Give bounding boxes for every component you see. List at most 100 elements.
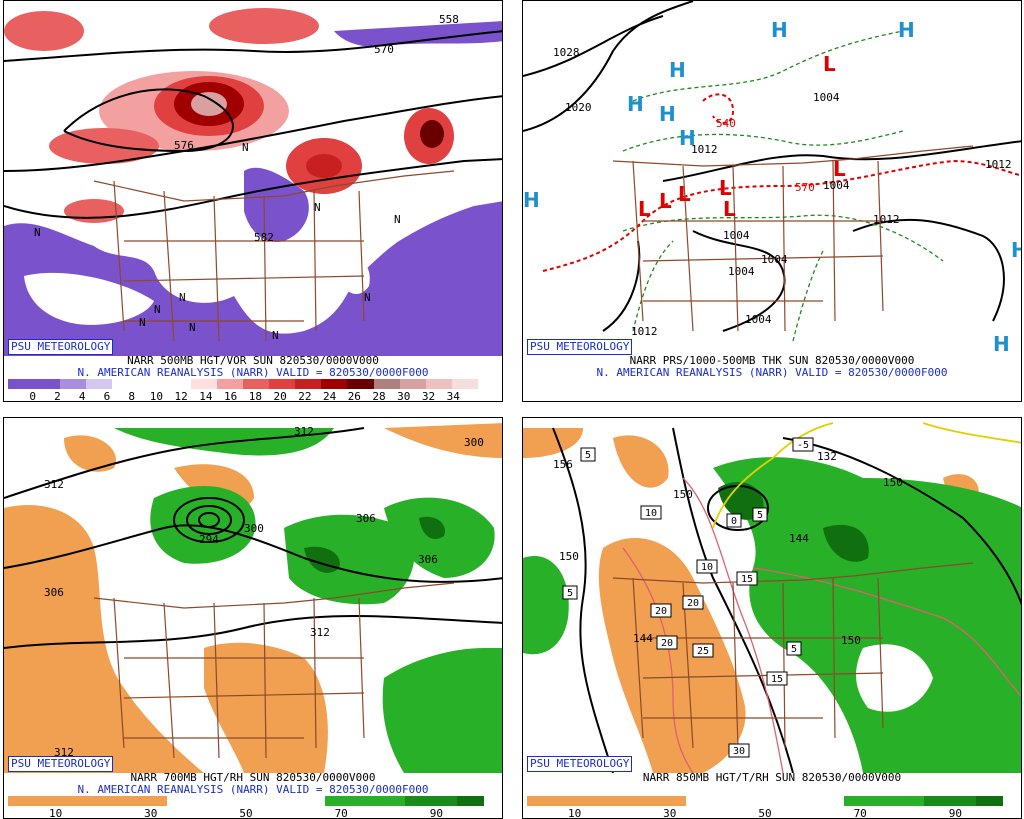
temp-label-box [580, 447, 596, 462]
scale-swatch [60, 379, 87, 389]
contour-label: 306 [44, 586, 64, 599]
thickness-contour [622, 130, 904, 152]
temp-label: 20 [687, 598, 699, 609]
credit-label: PSU METEOROLOGY [8, 339, 114, 355]
high-pressure-symbol: H [993, 332, 1010, 356]
scale-swatch [138, 379, 165, 389]
scale-swatch [164, 379, 191, 389]
scale-swatch [166, 796, 194, 806]
panel-valid-caption: N. AMERICAN REANALYSIS (NARR) VALID = 82… [596, 366, 948, 379]
thickness-label: 570 [795, 181, 815, 194]
scale-swatch [817, 796, 845, 806]
temp-label: 25 [697, 646, 709, 657]
moist-area [718, 482, 764, 520]
scale-swatch [242, 379, 270, 389]
height-contour [4, 427, 365, 499]
vor-neg-area [334, 257, 370, 294]
contour-label: 306 [418, 553, 438, 566]
border-line [642, 637, 884, 719]
height-contour [4, 30, 502, 62]
isobar [852, 218, 1005, 322]
vor-n-label: N [189, 321, 196, 334]
contour-label: 132 [817, 450, 837, 463]
temp-label-box [656, 635, 678, 650]
scale-label: 24 [322, 390, 337, 402]
scale-swatch [378, 796, 405, 806]
scale-swatch [8, 796, 35, 806]
border-line [93, 582, 455, 609]
isobar-label: 1004 [823, 179, 850, 192]
scale-label: 10 [48, 807, 63, 819]
scale-swatch [8, 379, 35, 389]
dry-area [204, 642, 328, 773]
scale-swatch [976, 796, 1003, 806]
contour-label: 156 [553, 458, 573, 471]
scale-swatch [923, 796, 950, 806]
low-pressure-symbol: L [823, 52, 836, 76]
isotherm [752, 567, 1021, 697]
height-contour [198, 512, 220, 528]
credit-label: PSU METEOROLOGY [8, 756, 114, 772]
temp-label: -5 [797, 440, 809, 451]
contour-label: 582 [254, 231, 274, 244]
scale-swatch [216, 379, 243, 389]
panel-valid-caption: N. AMERICAN REANALYSIS (NARR) VALID = 82… [77, 366, 429, 379]
temp-label-box [640, 505, 662, 520]
temp-label: 15 [771, 674, 783, 685]
border-line [113, 180, 365, 342]
scale-swatch [351, 796, 379, 806]
moist-area [856, 644, 933, 712]
high-pressure-symbol: H [898, 18, 915, 42]
dry-area [523, 428, 583, 458]
temp-label-box [786, 641, 802, 656]
scale-label: 10 [567, 807, 582, 819]
height-contour [552, 427, 614, 773]
scale-swatch [685, 796, 713, 806]
temp-label: 30 [733, 746, 745, 757]
scale-label: 34 [446, 390, 460, 402]
scale-swatch [606, 796, 633, 806]
scale-label: 30 [397, 390, 411, 402]
dry-area [4, 504, 204, 773]
scale-swatch [738, 796, 765, 806]
temp-label: 10 [645, 508, 657, 519]
temp-label: 5 [791, 644, 797, 655]
scale-label: 90 [948, 807, 963, 819]
thickness-contour [622, 214, 944, 262]
scale-label: 70 [853, 807, 867, 819]
border-line [632, 577, 884, 749]
scale-label: 90 [429, 807, 444, 819]
temp-label-box [696, 559, 718, 574]
scale-label: 2 [54, 390, 61, 402]
scale-swatch [245, 796, 273, 806]
scale-label: 4 [78, 390, 86, 402]
isobar-label: 1012 [873, 213, 900, 226]
isobar [523, 15, 664, 77]
rh700-map: 312 306 300 294 306 306 312 312 300 312 [4, 423, 502, 773]
scale-label: 50 [758, 807, 772, 819]
credit-label: PSU METEOROLOGY [527, 339, 633, 355]
vor-pos-area [306, 154, 342, 178]
scale-swatch [269, 379, 296, 389]
height-contour [186, 505, 232, 535]
scale-label: 32 [421, 390, 436, 402]
scale-label: 20 [273, 390, 287, 402]
contour-label: 306 [356, 512, 376, 525]
scale-swatch [870, 796, 898, 806]
rh850-map: 156 150 150 144 144 150 132 150 5 -5 5 0 5 10… [523, 422, 1021, 773]
contour-label: 312 [54, 746, 74, 759]
isobar [662, 140, 1021, 182]
high-pressure-symbol: H [679, 126, 696, 150]
vor-neg-area [244, 167, 309, 242]
dry-area [598, 538, 746, 773]
height-contour [782, 437, 1021, 606]
low-pressure-symbol: L [678, 182, 691, 206]
credit-label: PSU METEOROLOGY [527, 756, 633, 772]
vorticity-color-scale [8, 379, 478, 389]
scale-swatch [527, 796, 554, 806]
scale-swatch [844, 796, 871, 806]
panel-caption: NARR 700MB HGT/RH SUN 820530/0000V000 [130, 771, 376, 784]
vor-n-label: N [34, 226, 41, 239]
scale-swatch [295, 379, 322, 389]
height-contour [4, 524, 502, 583]
